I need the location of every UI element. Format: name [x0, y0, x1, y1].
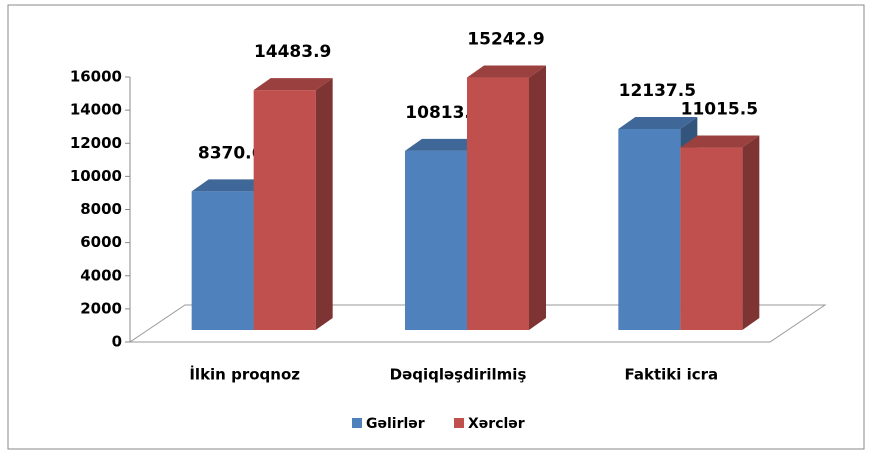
y-tick-label: 10000 — [70, 167, 122, 185]
x-tick-label: Dəqiqləşdirilmiş — [390, 366, 527, 384]
legend-label: Gəlirlər — [366, 416, 425, 432]
bar-front — [405, 150, 467, 330]
x-tick-label: Faktiki icra — [624, 366, 718, 384]
bar-front — [467, 77, 529, 331]
legend-label: Xərclər — [468, 416, 525, 432]
data-label: 12137.5 — [619, 81, 696, 101]
bar — [680, 135, 760, 330]
y-tick-label: 4000 — [80, 266, 122, 284]
bar-top — [253, 78, 333, 91]
bar-front — [253, 90, 316, 330]
data-label: 8370.6 — [198, 143, 264, 163]
x-tick-label: İlkin proqnoz — [189, 365, 300, 384]
bar-top — [405, 138, 484, 151]
data-label: 15242.9 — [467, 30, 544, 50]
bar-top — [680, 135, 760, 148]
y-tick-label: 6000 — [80, 233, 122, 251]
y-tick-label: 14000 — [70, 101, 122, 119]
legend-swatch — [454, 418, 464, 428]
bar — [253, 78, 333, 330]
bar-side — [529, 65, 546, 331]
bar-front — [618, 128, 681, 330]
bar — [467, 65, 546, 331]
y-tick-label: 12000 — [70, 134, 122, 152]
legend-swatch — [352, 418, 362, 428]
y-tick-label: 16000 — [70, 68, 122, 86]
y-tick-label: 2000 — [80, 299, 122, 317]
y-tick-label: 8000 — [80, 200, 122, 218]
bar-front — [680, 147, 743, 330]
bar-side — [315, 78, 333, 330]
y-tick-label: 0 — [112, 333, 122, 351]
bar-front — [191, 191, 254, 330]
bar-top — [191, 179, 271, 192]
bar-side — [742, 135, 760, 330]
data-label: 14483.9 — [254, 42, 331, 62]
bar-top — [618, 116, 698, 129]
bar-top — [467, 65, 546, 78]
data-label: 10813.9 — [405, 103, 482, 123]
data-label: 11015.5 — [681, 100, 758, 120]
